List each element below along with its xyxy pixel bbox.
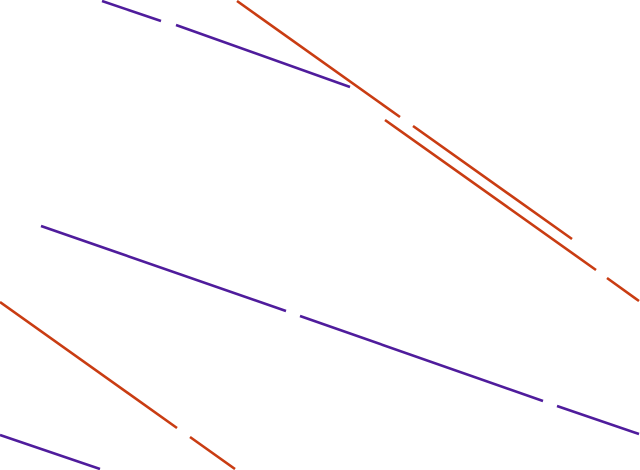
purple-line-middle-segment-3 xyxy=(556,404,640,436)
purple-line-top-segment-1 xyxy=(101,0,162,23)
purple-line-top xyxy=(101,0,351,89)
orange-line-middle-segment-2 xyxy=(606,276,640,303)
orange-line-upper-segment-2 xyxy=(412,124,573,241)
purple-line-middle-segment-2 xyxy=(299,314,544,403)
orange-line-upper-segment-1 xyxy=(236,0,401,119)
orange-line-lower-segment-2 xyxy=(189,435,236,470)
purple-line-middle xyxy=(40,224,640,436)
orange-line-middle-segment-1 xyxy=(384,118,597,272)
purple-line-bottom-segment-1 xyxy=(0,433,101,470)
orange-line-lower-segment-1 xyxy=(0,300,178,430)
orange-line-lower xyxy=(0,300,236,470)
orange-line-middle xyxy=(384,118,640,303)
purple-line-middle-segment-1 xyxy=(40,224,287,313)
orange-line-upper xyxy=(236,0,573,241)
purple-line-bottom xyxy=(0,433,101,470)
purple-line-top-segment-2 xyxy=(175,23,351,89)
